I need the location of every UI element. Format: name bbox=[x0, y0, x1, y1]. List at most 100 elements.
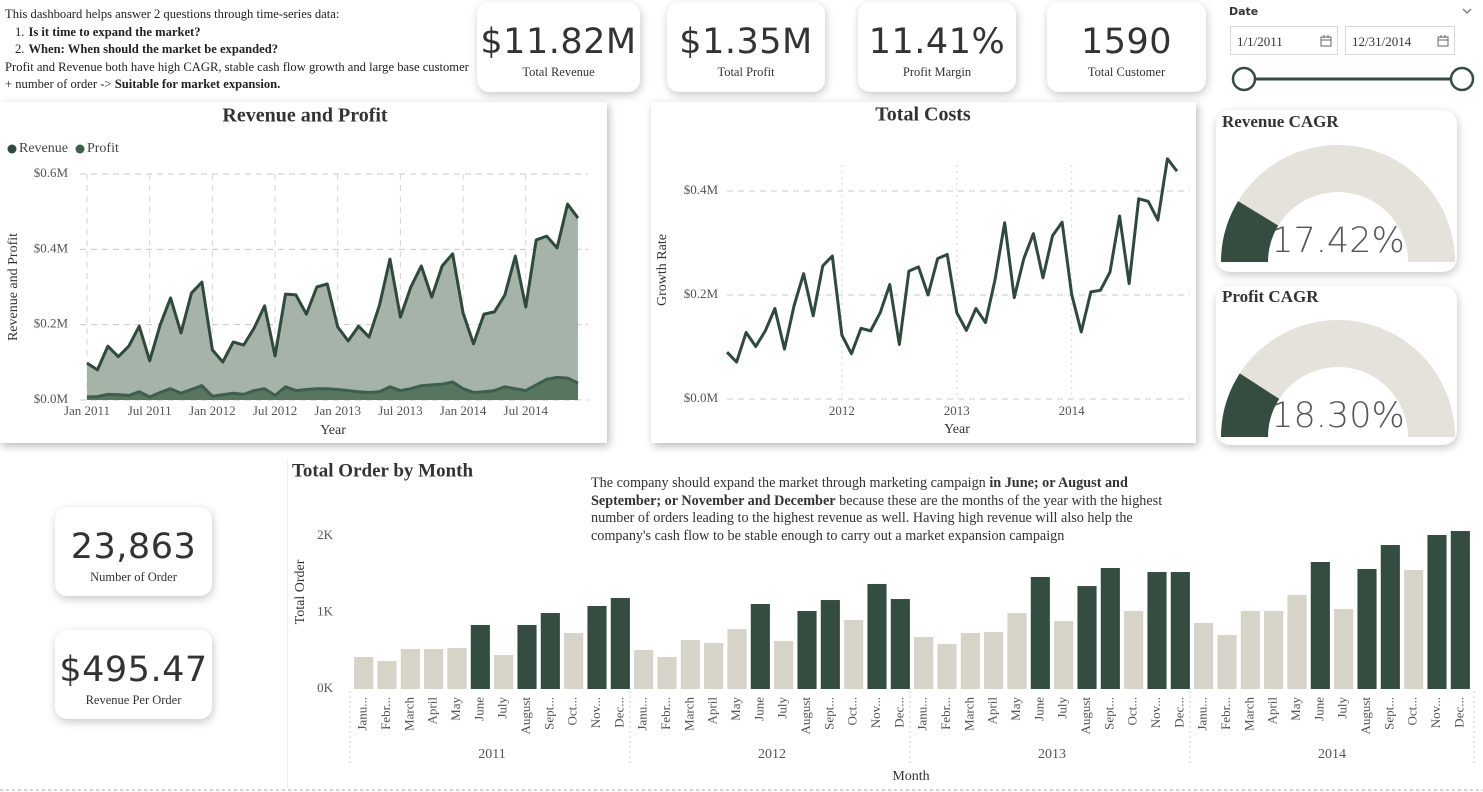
kpi-card: 1590 Total Customer bbox=[1047, 2, 1206, 92]
text-segment: in June; or August and September; or Nov… bbox=[591, 475, 1128, 509]
bar bbox=[704, 643, 724, 689]
bar bbox=[727, 629, 747, 689]
kpi-label: Profit Margin bbox=[902, 65, 972, 79]
bar bbox=[1100, 567, 1120, 689]
x-tick-label: May bbox=[448, 697, 463, 721]
x-tick-label: Oct... bbox=[1405, 697, 1420, 726]
x-tick-label: Jan 2013 bbox=[314, 403, 361, 418]
intro-conclusion: Profit and Revenue both have high CAGR, … bbox=[5, 59, 470, 94]
kpi-value: 23,863 bbox=[70, 527, 197, 567]
kpi-value: $11.82M bbox=[480, 22, 637, 62]
x-tick-label: March bbox=[1241, 697, 1256, 731]
kpi-card: $11.82M Total Revenue bbox=[477, 2, 640, 92]
x-tick-label: Janu... bbox=[1195, 697, 1210, 731]
x-tick-label: July bbox=[775, 697, 790, 719]
intro-text: This dashboard helps answer 2 questions … bbox=[5, 6, 470, 94]
x-tick-label: Dec... bbox=[1451, 697, 1466, 728]
bar bbox=[774, 641, 794, 689]
x-tick-label: August bbox=[798, 697, 813, 735]
gauge-label: 18.30% bbox=[1271, 396, 1404, 436]
bar bbox=[844, 619, 864, 689]
bar bbox=[820, 600, 840, 689]
x-tick-label: Jan 2012 bbox=[189, 403, 236, 418]
x-tick-label: Sept... bbox=[821, 697, 836, 730]
intro-heading: This dashboard helps answer 2 questions … bbox=[5, 7, 340, 21]
bar bbox=[1007, 613, 1027, 689]
x-group-label: 2013 bbox=[1038, 747, 1066, 762]
x-tick-label: Janu... bbox=[915, 697, 930, 731]
bar bbox=[867, 583, 887, 689]
kpi-card: $1.35M Total Profit bbox=[667, 2, 825, 92]
gauge-title: Revenue CAGR bbox=[1222, 112, 1339, 131]
chart-title: Total Order by Month bbox=[292, 460, 473, 481]
bar bbox=[1170, 572, 1190, 689]
x-tick-label: 2014 bbox=[1059, 403, 1086, 418]
bar bbox=[1357, 568, 1377, 689]
date-filter-title: Date bbox=[1229, 5, 1259, 18]
bar bbox=[1077, 586, 1097, 689]
x-tick-label: Nov... bbox=[1148, 697, 1163, 728]
y-tick-label: $0.0M bbox=[684, 390, 719, 405]
x-tick-label: 2012 bbox=[829, 403, 855, 418]
y-axis-title: Revenue and Profit bbox=[6, 233, 21, 341]
bar bbox=[494, 655, 514, 689]
x-tick-label: Janu... bbox=[635, 697, 650, 731]
x-tick-label: Jul 2014 bbox=[504, 403, 549, 418]
bar bbox=[984, 632, 1004, 689]
kpi-card: 11.41% Profit Margin bbox=[858, 2, 1016, 92]
bar bbox=[377, 661, 397, 689]
kpi-card: 23,863 Number of Order bbox=[55, 507, 212, 596]
x-tick-label: Febr... bbox=[938, 697, 953, 730]
gauge-track bbox=[1221, 145, 1455, 262]
x-tick-label: May bbox=[1008, 697, 1023, 721]
bar bbox=[1124, 610, 1144, 689]
x-tick-label: Febr... bbox=[378, 697, 393, 730]
start-date-input[interactable]: 1/1/2011 bbox=[1230, 26, 1338, 55]
x-tick-label: April bbox=[985, 697, 1000, 725]
y-tick-label: $0.0M bbox=[34, 391, 69, 406]
chart-title: Revenue and Profit bbox=[222, 105, 388, 127]
legend-marker bbox=[75, 144, 85, 154]
kpi-value: 1590 bbox=[1080, 22, 1173, 62]
bar bbox=[960, 633, 980, 689]
end-date: 12/31/2014 bbox=[1352, 34, 1412, 49]
bar bbox=[540, 613, 560, 689]
collapse-icon[interactable] bbox=[1461, 6, 1473, 16]
bar bbox=[1264, 610, 1284, 689]
x-tick-label: Nov... bbox=[1428, 697, 1443, 728]
start-date: 1/1/2011 bbox=[1237, 34, 1283, 49]
bar bbox=[470, 624, 490, 689]
orders-annotation: The company should expand the market thr… bbox=[591, 475, 1196, 545]
x-tick-label: Febr... bbox=[1218, 697, 1233, 730]
total-costs-panel bbox=[651, 102, 1196, 443]
slider-end-handle[interactable] bbox=[1449, 66, 1475, 92]
x-tick-label: March bbox=[401, 697, 416, 731]
bar bbox=[1427, 535, 1447, 689]
x-group-label: 2014 bbox=[1318, 747, 1346, 762]
y-tick-label: $0.6M bbox=[34, 165, 69, 180]
x-tick-label: Oct... bbox=[1125, 697, 1140, 726]
bar bbox=[680, 639, 700, 689]
x-tick-label: Jul 2012 bbox=[253, 403, 297, 418]
x-tick-label: June bbox=[1311, 697, 1326, 721]
x-axis-title: Month bbox=[892, 769, 929, 784]
line bbox=[725, 157, 1179, 364]
gauge-track bbox=[1221, 320, 1455, 437]
question-text: When: When should the market be expanded… bbox=[28, 42, 279, 56]
bar bbox=[1404, 569, 1424, 689]
x-tick-label: July bbox=[1335, 697, 1350, 719]
bar bbox=[517, 624, 537, 689]
x-tick-label: August bbox=[1358, 697, 1373, 735]
end-date-input[interactable]: 12/31/2014 bbox=[1345, 26, 1455, 55]
bar bbox=[1147, 572, 1167, 689]
x-tick-label: Oct... bbox=[845, 697, 860, 726]
x-tick-label: Jan 2011 bbox=[64, 403, 110, 418]
x-tick-label: Sept... bbox=[541, 697, 556, 730]
x-tick-label: March bbox=[961, 697, 976, 731]
date-slider[interactable] bbox=[1228, 64, 1480, 94]
slider-start-handle[interactable] bbox=[1231, 66, 1257, 92]
bar bbox=[1240, 610, 1260, 689]
x-tick-label: Dec... bbox=[611, 697, 626, 728]
x-group-label: 2011 bbox=[478, 747, 505, 762]
